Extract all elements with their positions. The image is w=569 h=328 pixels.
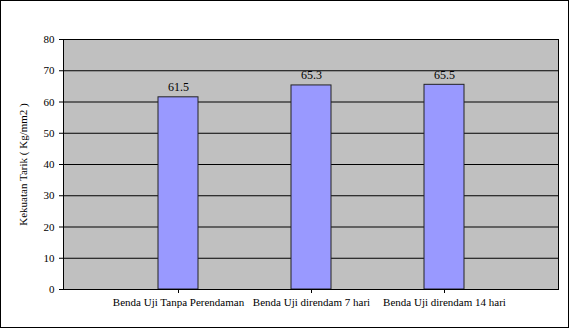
svg-text:80: 80 bbox=[44, 33, 56, 45]
svg-text:65.3: 65.3 bbox=[301, 68, 322, 82]
svg-text:70: 70 bbox=[44, 64, 56, 76]
svg-text:10: 10 bbox=[44, 252, 56, 264]
svg-text:0: 0 bbox=[49, 283, 55, 295]
svg-text:65.5: 65.5 bbox=[434, 68, 455, 82]
svg-text:40: 40 bbox=[44, 158, 56, 170]
svg-text:Kekuatan Tarik ( Kg/mm2 ): Kekuatan Tarik ( Kg/mm2 ) bbox=[17, 103, 30, 226]
svg-text:Benda Uji direndam 7 hari: Benda Uji direndam 7 hari bbox=[253, 296, 370, 308]
svg-text:50: 50 bbox=[44, 127, 56, 139]
svg-text:30: 30 bbox=[44, 189, 56, 201]
svg-text:Benda Uji direndam 14 hari: Benda Uji direndam 14 hari bbox=[383, 296, 506, 308]
svg-text:61.5: 61.5 bbox=[168, 80, 189, 94]
svg-text:Benda Uji Tanpa Perendaman: Benda Uji Tanpa Perendaman bbox=[113, 296, 245, 308]
svg-text:20: 20 bbox=[44, 221, 56, 233]
svg-text:60: 60 bbox=[44, 96, 56, 108]
